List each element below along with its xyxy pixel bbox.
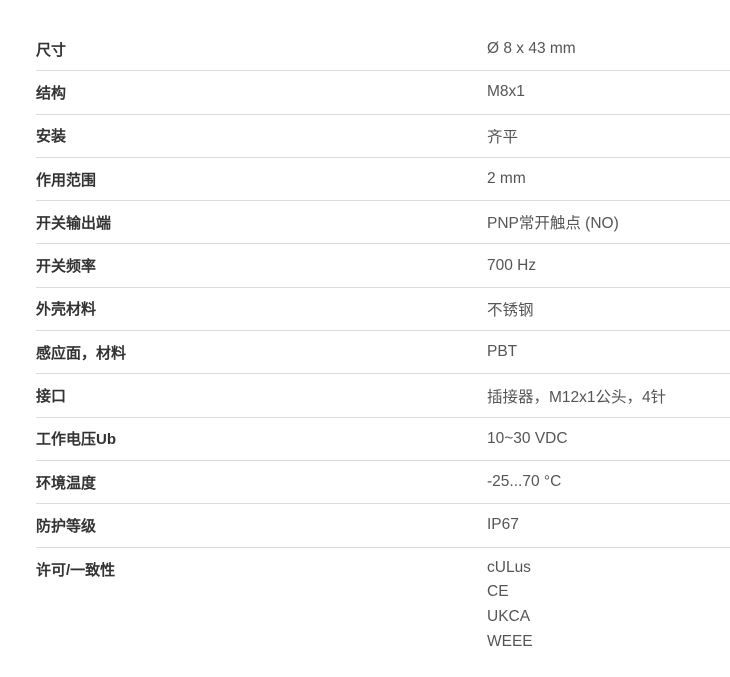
spec-label: 防护等级 (36, 517, 97, 535)
spec-row: 防护等级 IP67 (36, 504, 730, 548)
spec-row: 尺寸 Ø 8 x 43 mm (36, 28, 730, 72)
spec-label: 工作电压Ub (36, 431, 116, 449)
spec-value: M8x1 (487, 83, 525, 101)
spec-row: 接口 插接器，M12x1公头，4针 (36, 374, 730, 418)
spec-value: 700 Hz (487, 256, 537, 274)
spec-row: 工作电压Ub 10~30 VDC (36, 418, 730, 461)
spec-value: 10~30 VDC (487, 429, 568, 447)
spec-row: 开关频率 700 Hz (36, 244, 730, 288)
spec-row: 外壳材料 不锈钢 (36, 288, 730, 332)
approval-item: cULus (487, 558, 531, 576)
spec-label: 开关频率 (36, 258, 97, 276)
spec-label: 环境温度 (36, 474, 97, 492)
spec-label: 外壳材料 (36, 301, 97, 319)
spec-row: 结构 M8x1 (36, 71, 730, 115)
spec-row: 安装 齐平 (36, 115, 730, 158)
spec-label: 作用范围 (36, 171, 97, 189)
spec-value: -25...70 °C (487, 473, 562, 491)
spec-value-list: cULus CE UKCA WEEE (487, 556, 533, 655)
spec-value: IP67 (487, 516, 519, 534)
spec-value: PNP常开触点 (NO) (487, 215, 619, 233)
spec-value: 插接器，M12x1公头，4针 (487, 388, 667, 406)
spec-table: 尺寸 Ø 8 x 43 mm 结构 M8x1 安装 齐平作用范围 2 mm 开关输出端 PNP常… (36, 28, 730, 654)
spec-label: 接口 (36, 388, 67, 406)
spec-label: 安装 (36, 128, 67, 146)
spec-value: 不锈钢 (487, 301, 534, 319)
spec-value: 齐平 (487, 128, 519, 146)
spec-row: 环境温度 -25...70 °C (36, 461, 730, 505)
spec-label: 尺寸 (36, 41, 67, 59)
spec-row: 感应面，材料 PBT (36, 331, 730, 375)
spec-value: 2 mm (487, 170, 526, 188)
approval-item: UKCA (487, 607, 531, 625)
spec-label: 许可/一致性 (36, 561, 116, 579)
approval-item: WEEE (487, 632, 533, 650)
approval-item: CE (487, 583, 509, 601)
spec-value: PBT (487, 343, 518, 361)
spec-label: 感应面，材料 (36, 344, 127, 362)
spec-row: 开关输出端 PNP常开触点 (NO) (36, 201, 730, 245)
spec-row-approvals: 许可/一致性 cULus CE UKCA WEEE (36, 548, 730, 655)
spec-row: 作用范围 2 mm (36, 158, 730, 202)
spec-label: 开关输出端 (36, 214, 112, 232)
spec-label: 结构 (36, 84, 67, 102)
spec-value: Ø 8 x 43 mm (487, 40, 576, 58)
